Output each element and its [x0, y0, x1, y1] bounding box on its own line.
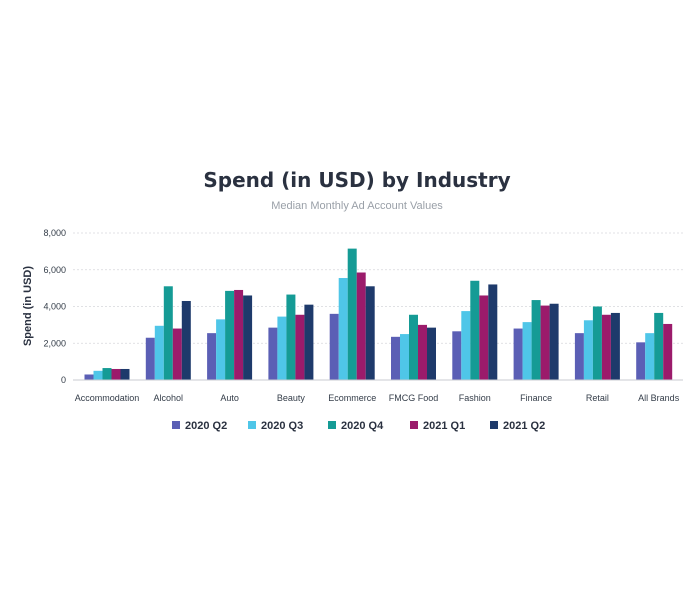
bar: [154, 325, 164, 380]
y-tick-label: 2,000: [43, 338, 66, 348]
bar: [513, 328, 523, 380]
legend-swatch: [328, 421, 336, 429]
bar: [338, 278, 348, 380]
bar: [470, 280, 480, 380]
bar: [93, 370, 103, 380]
bar: [549, 303, 559, 380]
bar: [574, 333, 584, 380]
bar: [111, 368, 121, 380]
bar: [145, 337, 155, 380]
bar: [163, 286, 173, 380]
bar: [636, 342, 646, 380]
legend: 2020 Q2 2020 Q3 2020 Q4 2021 Q1 2021 Q2: [172, 420, 545, 432]
bars: [84, 248, 673, 380]
bar: [583, 320, 593, 380]
y-tick-label: 4,000: [43, 302, 66, 312]
bar: [356, 272, 366, 380]
bar: [347, 248, 357, 380]
x-category-label: Fashion: [459, 393, 491, 403]
y-tick-label: 0: [61, 375, 66, 385]
bar: [243, 295, 253, 380]
bar: [488, 284, 498, 380]
legend-swatch: [410, 421, 418, 429]
legend-label: 2021 Q1: [423, 420, 465, 432]
bar: [234, 289, 244, 380]
legend-swatch: [248, 421, 256, 429]
legend-label: 2021 Q2: [503, 420, 545, 432]
bar: [102, 368, 112, 380]
bar: [286, 294, 296, 380]
y-axis-label: Spend (in USD): [22, 266, 34, 346]
x-category-label: Beauty: [277, 393, 306, 403]
chart-title: Spend (in USD) by Industry: [203, 168, 510, 192]
bar: [540, 305, 550, 380]
bar: [391, 336, 400, 380]
x-category-label: Alcohol: [154, 393, 184, 403]
x-category-label: All Brands: [638, 393, 680, 403]
legend-label: 2020 Q2: [185, 420, 227, 432]
x-category-label: Ecommerce: [328, 393, 376, 403]
bar: [400, 334, 409, 380]
bar: [120, 368, 130, 380]
y-tick-label: 8,000: [43, 228, 66, 238]
bar: [181, 300, 191, 380]
bar: [645, 333, 655, 380]
chart-subtitle: Median Monthly Ad Account Values: [271, 200, 443, 212]
legend-swatch: [490, 421, 498, 429]
bar: [277, 316, 287, 380]
bar: [610, 312, 620, 380]
x-category-label: Finance: [520, 393, 552, 403]
x-category-label: Retail: [586, 393, 609, 403]
bar: [461, 311, 471, 380]
bar: [295, 314, 305, 380]
bar: [418, 324, 427, 380]
bar: [522, 322, 532, 380]
bar: [329, 313, 339, 380]
bar: [592, 306, 602, 380]
bar: [654, 312, 664, 380]
x-axis-categories: Accommodation Alcohol Auto Beauty Ecommerce F…: [75, 393, 680, 403]
legend-label: 2020 Q4: [341, 420, 384, 432]
bar: [452, 331, 462, 380]
y-axis-ticks: 0 2,000 4,000 6,000 8,000: [43, 228, 66, 385]
bar: [365, 286, 375, 380]
legend-label: 2020 Q3: [261, 420, 303, 432]
bar: [601, 314, 611, 380]
bar: [531, 300, 541, 380]
bar: [216, 319, 226, 380]
x-category-label: Accommodation: [75, 393, 140, 403]
y-tick-label: 6,000: [43, 265, 66, 275]
bar: [84, 374, 94, 380]
bar: [225, 290, 235, 380]
bar: [304, 304, 314, 380]
bar: [207, 333, 217, 380]
legend-swatch: [172, 421, 180, 429]
bar: [479, 295, 489, 380]
bar: [268, 327, 278, 380]
x-category-label: FMCG Food: [389, 393, 439, 403]
bar: [409, 314, 418, 380]
x-category-label: Auto: [220, 393, 239, 403]
bar: [663, 323, 673, 380]
bar: [427, 327, 436, 380]
bar: [172, 328, 182, 380]
